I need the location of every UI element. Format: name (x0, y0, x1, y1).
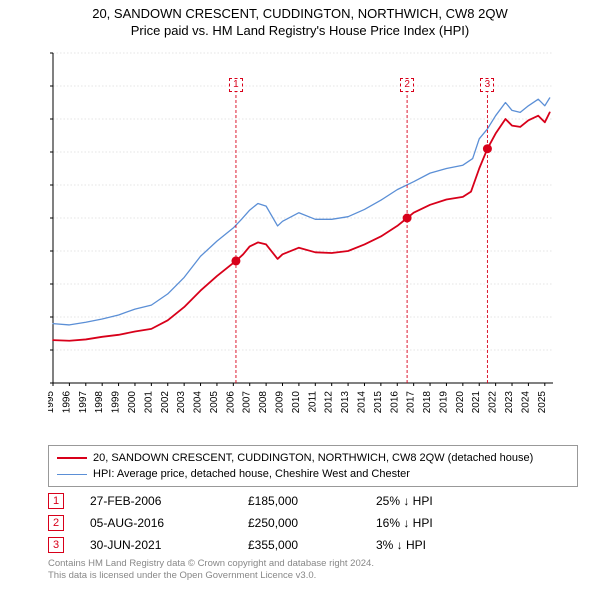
svg-text:2025: 2025 (537, 391, 548, 414)
svg-text:2016: 2016 (389, 391, 400, 414)
svg-text:2013: 2013 (340, 391, 351, 414)
svg-text:1996: 1996 (61, 391, 72, 414)
svg-text:2018: 2018 (422, 391, 433, 414)
sale-price: £185,000 (248, 494, 368, 508)
legend-box: 20, SANDOWN CRESCENT, CUDDINGTON, NORTHW… (48, 445, 578, 487)
svg-text:2005: 2005 (209, 391, 220, 414)
legend-row: HPI: Average price, detached house, Ches… (57, 466, 569, 482)
footer-attribution: Contains HM Land Registry data © Crown c… (48, 558, 578, 582)
legend-row: 20, SANDOWN CRESCENT, CUDDINGTON, NORTHW… (57, 450, 569, 466)
svg-text:2006: 2006 (225, 391, 236, 414)
svg-text:2001: 2001 (143, 391, 154, 414)
sale-date: 05-AUG-2016 (90, 516, 240, 530)
sale-row: 3 30-JUN-2021 £355,000 3% ↓ HPI (48, 534, 578, 556)
svg-text:1997: 1997 (78, 391, 89, 414)
svg-text:2010: 2010 (291, 391, 302, 414)
svg-text:2024: 2024 (520, 391, 531, 414)
svg-text:2020: 2020 (455, 391, 466, 414)
sale-price: £250,000 (248, 516, 368, 530)
sale-delta: 16% ↓ HPI (376, 516, 496, 530)
svg-text:2004: 2004 (193, 391, 204, 414)
sale-marker-box: 2 (400, 78, 414, 92)
sale-num-box: 1 (48, 493, 64, 509)
sale-marker-box: 1 (229, 78, 243, 92)
svg-text:2019: 2019 (438, 391, 449, 414)
svg-text:2023: 2023 (504, 391, 515, 414)
svg-text:2014: 2014 (356, 391, 367, 414)
sale-num-box: 2 (48, 515, 64, 531)
svg-text:2011: 2011 (307, 391, 318, 413)
sale-delta: 25% ↓ HPI (376, 494, 496, 508)
svg-text:1999: 1999 (111, 391, 122, 414)
sale-date: 27-FEB-2006 (90, 494, 240, 508)
legend-label: 20, SANDOWN CRESCENT, CUDDINGTON, NORTHW… (93, 452, 533, 464)
svg-text:2009: 2009 (275, 391, 286, 414)
svg-text:2008: 2008 (258, 391, 269, 414)
sale-row: 2 05-AUG-2016 £250,000 16% ↓ HPI (48, 512, 578, 534)
sale-row: 1 27-FEB-2006 £185,000 25% ↓ HPI (48, 490, 578, 512)
svg-text:1998: 1998 (94, 391, 105, 414)
sale-price: £355,000 (248, 538, 368, 552)
svg-text:2007: 2007 (242, 391, 253, 414)
sale-num-box: 3 (48, 537, 64, 553)
svg-text:2003: 2003 (176, 391, 187, 414)
svg-text:2015: 2015 (373, 391, 384, 414)
legend-swatch-hpi (57, 474, 87, 475)
chart-subtitle: Price paid vs. HM Land Registry's House … (0, 21, 600, 44)
sale-marker-box: 3 (480, 78, 494, 92)
chart-svg: £0£50K£100K£150K£200K£250K£300K£350K£400… (48, 48, 578, 428)
legend-swatch-property (57, 457, 87, 459)
footer-line: This data is licensed under the Open Gov… (48, 570, 578, 582)
footer-line: Contains HM Land Registry data © Crown c… (48, 558, 578, 570)
chart-title: 20, SANDOWN CRESCENT, CUDDINGTON, NORTHW… (0, 0, 600, 21)
svg-text:2002: 2002 (160, 391, 171, 414)
sale-date: 30-JUN-2021 (90, 538, 240, 552)
legend-label: HPI: Average price, detached house, Ches… (93, 468, 410, 480)
svg-text:2017: 2017 (406, 391, 417, 414)
sale-delta: 3% ↓ HPI (376, 538, 496, 552)
svg-text:2000: 2000 (127, 391, 138, 414)
chart-container: 20, SANDOWN CRESCENT, CUDDINGTON, NORTHW… (0, 0, 600, 590)
svg-text:2012: 2012 (324, 391, 335, 414)
sales-table: 1 27-FEB-2006 £185,000 25% ↓ HPI 2 05-AU… (48, 490, 578, 556)
svg-text:1995: 1995 (48, 391, 56, 414)
svg-text:2022: 2022 (488, 391, 499, 414)
svg-text:2021: 2021 (471, 391, 482, 414)
chart-plot-area: £0£50K£100K£150K£200K£250K£300K£350K£400… (48, 48, 578, 428)
